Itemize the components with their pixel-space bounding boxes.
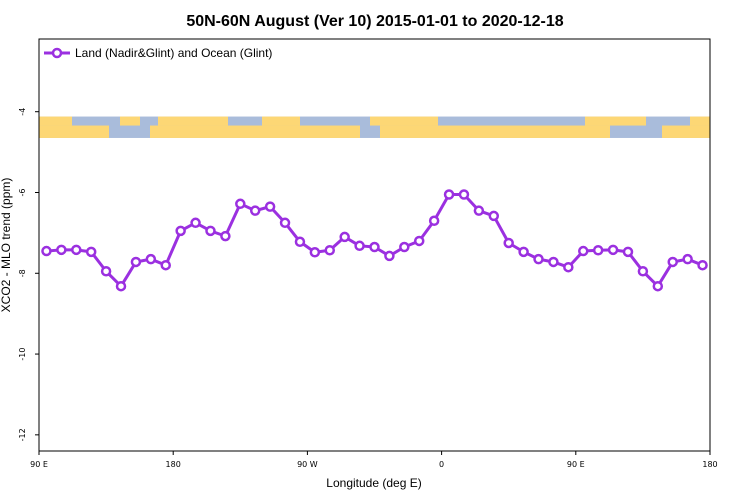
- y-axis-title: XCO2 - MLO trend (ppm): [0, 178, 13, 313]
- data-point: [160, 259, 171, 271]
- map-land: [39, 125, 109, 138]
- data-point: [100, 266, 112, 277]
- data-point: [85, 246, 97, 258]
- data-point: [175, 225, 186, 237]
- legend-label: Land (Nadir&Glint) and Ocean (Glint): [75, 46, 272, 60]
- data-point: [190, 217, 201, 229]
- y-tick-label: -10: [18, 348, 27, 361]
- map-land: [585, 116, 646, 126]
- data-point: [667, 256, 678, 268]
- data-point: [324, 245, 336, 256]
- x-tick-label: 90 E: [567, 460, 585, 469]
- data-point: [399, 241, 410, 253]
- legend-marker: [51, 47, 63, 59]
- x-tick-label: 180: [166, 460, 181, 469]
- map-land: [158, 116, 228, 126]
- x-tick-label: 180: [702, 460, 717, 469]
- chart-title: 50N-60N August (Ver 10) 2015-01-01 to 20…: [186, 13, 563, 30]
- data-point: [339, 231, 350, 243]
- data-point: [205, 225, 216, 237]
- y-tick-label: -6: [18, 188, 27, 196]
- data-point: [682, 253, 693, 265]
- data-point: [548, 256, 559, 268]
- data-point: [264, 201, 276, 212]
- data-point: [309, 247, 321, 258]
- map-land: [150, 125, 360, 138]
- series-line: [46, 193, 704, 288]
- y-tick-label: -4: [18, 108, 27, 116]
- data-point: [354, 240, 365, 252]
- data-point: [473, 205, 485, 216]
- data-point: [56, 244, 67, 256]
- data-point: [443, 189, 455, 200]
- data-point: [652, 280, 664, 292]
- data-point: [115, 280, 127, 292]
- map-land: [262, 116, 300, 126]
- data-point: [622, 246, 634, 258]
- data-point: [607, 244, 619, 256]
- map-land: [380, 125, 610, 138]
- data-point: [145, 253, 157, 265]
- data-point: [41, 245, 52, 257]
- data-point: [294, 236, 306, 248]
- data-point: [578, 245, 589, 257]
- data-point: [533, 253, 544, 265]
- data-point: [697, 259, 708, 271]
- x-tick-label: 90 W: [297, 460, 318, 469]
- map-land: [39, 116, 72, 126]
- data-point: [235, 198, 246, 210]
- map-land: [690, 116, 710, 126]
- data-point: [220, 230, 231, 242]
- x-axis-title: Longitude (deg E): [326, 476, 421, 490]
- data-point: [563, 261, 574, 273]
- map-land: [662, 125, 710, 138]
- data-point: [413, 235, 425, 247]
- plot-frame: [38, 38, 711, 452]
- data-point: [130, 256, 142, 268]
- data-point: [384, 250, 395, 262]
- data-point: [249, 205, 261, 216]
- data-point: [592, 245, 604, 256]
- data-point: [279, 217, 291, 229]
- data-point: [458, 189, 470, 200]
- data-point: [369, 241, 380, 253]
- data-point: [503, 237, 514, 249]
- y-tick-label: -12: [18, 428, 27, 441]
- data-point: [637, 266, 649, 277]
- data-point: [71, 244, 82, 256]
- data-point: [488, 210, 500, 222]
- data-point: [428, 215, 440, 227]
- map-land: [370, 116, 438, 126]
- data-point: [518, 246, 529, 258]
- x-tick-label: 0: [439, 460, 444, 469]
- map-land: [120, 116, 140, 126]
- x-tick-label: 90 E: [30, 460, 48, 469]
- y-tick-label: -8: [18, 269, 27, 277]
- world-map-strip: [39, 116, 710, 138]
